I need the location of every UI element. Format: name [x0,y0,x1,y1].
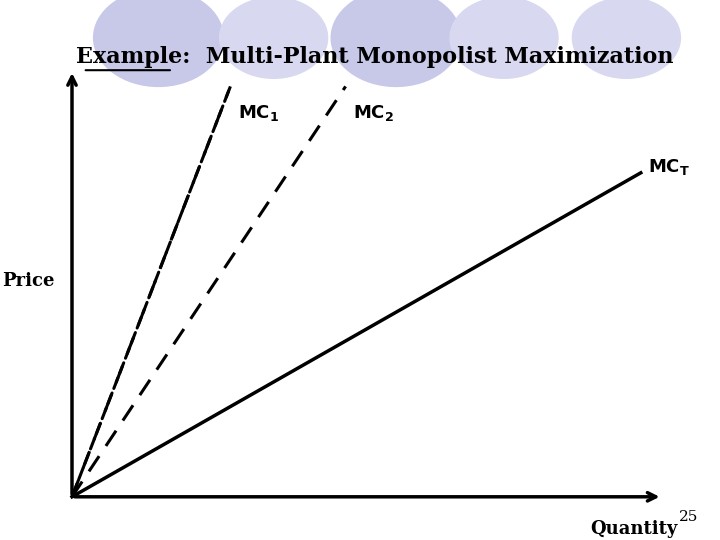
Text: $\mathbf{MC_2}$: $\mathbf{MC_2}$ [353,103,394,123]
Circle shape [331,0,461,86]
Circle shape [572,0,680,78]
Text: 25: 25 [679,510,698,524]
Text: Example:  Multi-Plant Monopolist Maximization: Example: Multi-Plant Monopolist Maximiza… [76,46,673,68]
Circle shape [450,0,558,78]
Text: Price: Price [3,272,55,290]
Circle shape [220,0,328,78]
Circle shape [94,0,223,86]
Text: Quantity: Quantity [590,520,678,538]
Text: $\mathbf{MC_T}$: $\mathbf{MC_T}$ [648,157,690,178]
Text: $\mathbf{MC_1}$: $\mathbf{MC_1}$ [238,103,279,123]
